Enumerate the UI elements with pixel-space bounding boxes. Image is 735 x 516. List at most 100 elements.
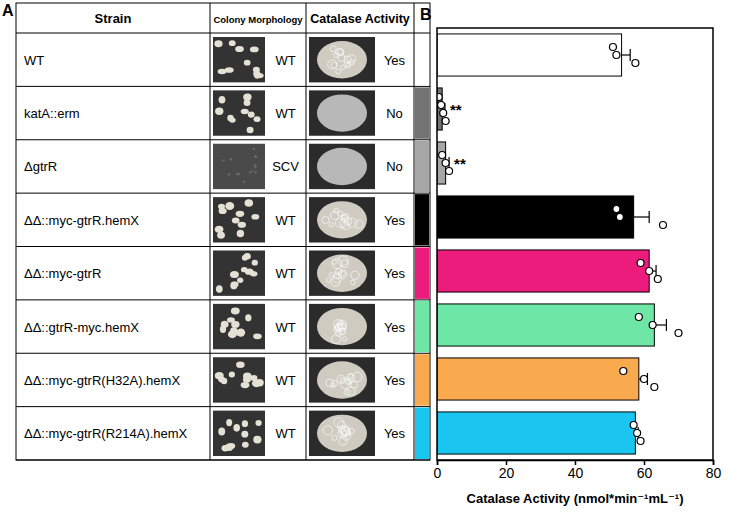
colony: [236, 361, 245, 368]
bubble: [322, 216, 329, 223]
error-bar: [634, 211, 650, 223]
data-point: [654, 276, 661, 283]
x-tick-label: 0: [434, 465, 442, 481]
bubble: [342, 213, 348, 219]
colony: [253, 436, 261, 444]
catalase-spot: [317, 361, 367, 398]
plot-frame: [437, 28, 713, 460]
colony: [230, 158, 232, 160]
colony: [243, 93, 251, 100]
bubble: [347, 387, 355, 395]
colony: [250, 375, 257, 381]
table-row-line: [16, 193, 430, 194]
colony: [221, 378, 227, 384]
bubble: [340, 329, 346, 335]
bubble: [332, 380, 338, 386]
colony: [253, 71, 260, 77]
colony: [236, 211, 245, 217]
x-axis-title: Catalase Activity (nmol*min⁻¹mL⁻¹): [467, 491, 684, 506]
bar: [437, 34, 622, 76]
bar: [437, 250, 649, 292]
colony-morphology: WT: [275, 106, 295, 121]
x-axis: 020406080: [434, 460, 722, 481]
error-bar: [639, 373, 648, 385]
data-point: [440, 110, 447, 117]
colony-photo: [213, 251, 265, 296]
x-tick-label: 40: [568, 465, 584, 481]
strain-label: WT: [24, 53, 44, 68]
colony-morphology: WT: [275, 53, 295, 68]
catalase-result: Yes: [384, 213, 406, 228]
colony: [229, 117, 235, 122]
colony: [220, 325, 226, 333]
data-point: [635, 314, 642, 321]
x-tick: 60: [637, 460, 653, 481]
table-header: Catalase Activity: [310, 12, 410, 26]
data-point: [620, 368, 627, 375]
table-row-line: [16, 353, 430, 354]
data-point: [646, 268, 653, 275]
catalase-photo: [309, 144, 375, 189]
colony: [248, 111, 255, 117]
colony: [231, 308, 240, 315]
catalase-result: Yes: [384, 266, 406, 281]
colony: [249, 171, 251, 173]
colony: [255, 171, 257, 173]
catalase-result: No: [386, 159, 403, 174]
colony: [250, 271, 258, 276]
data-point: [634, 430, 641, 437]
bubble: [339, 328, 346, 335]
table: StrainColony MorphologyCatalase Activity…: [16, 3, 430, 460]
data-point: [637, 260, 644, 267]
colony: [225, 67, 234, 73]
strain-label: ΔΔ::myc-gtrR(H32A).hemX: [24, 373, 180, 388]
strain-label: ΔΔ::gtrR-myc.hemX: [24, 320, 139, 335]
colony-morphology: WT: [275, 426, 295, 441]
colony: [243, 180, 245, 182]
colony-photo: [213, 144, 265, 189]
color-key: [415, 301, 429, 352]
bubble: [323, 426, 333, 436]
colony: [237, 278, 243, 283]
colony: [215, 108, 223, 115]
x-tick-label: 60: [637, 465, 653, 481]
bubble: [347, 374, 355, 382]
table-frame: [16, 3, 430, 460]
bubble: [338, 256, 348, 266]
panel-label: A: [2, 2, 14, 19]
strain-label: ΔΔ::myc-gtrR.hemX: [24, 213, 139, 228]
bubble: [334, 418, 344, 428]
catalase-spot: [317, 41, 367, 78]
bubble: [343, 337, 347, 341]
data-point: [632, 60, 639, 67]
bar: [437, 358, 639, 400]
data-point: [649, 322, 656, 329]
error-line: [622, 54, 631, 55]
data-point: [641, 376, 648, 383]
bubble: [326, 278, 330, 282]
colony: [245, 314, 251, 321]
colony: [241, 382, 250, 388]
data-point: [439, 152, 446, 159]
catalase-photo: [309, 197, 375, 242]
color-key: [415, 141, 429, 192]
catalase-spot: [317, 415, 367, 452]
data-point: [442, 160, 449, 167]
colony: [219, 208, 227, 214]
data-point: [609, 44, 616, 51]
bubble: [338, 421, 346, 429]
catalase-result: No: [386, 106, 403, 121]
bubble: [332, 259, 342, 269]
data-point: [616, 214, 623, 221]
colony: [218, 428, 225, 436]
colony-morphology: WT: [275, 373, 295, 388]
bubble: [333, 274, 342, 283]
catalase-spot: [317, 201, 367, 238]
colony: [242, 420, 248, 427]
data-point: [442, 118, 449, 125]
colony: [226, 419, 232, 426]
bubble: [331, 277, 340, 286]
bubble: [338, 49, 344, 55]
catalase-result: Yes: [384, 320, 406, 335]
table-row-line: [16, 86, 430, 87]
